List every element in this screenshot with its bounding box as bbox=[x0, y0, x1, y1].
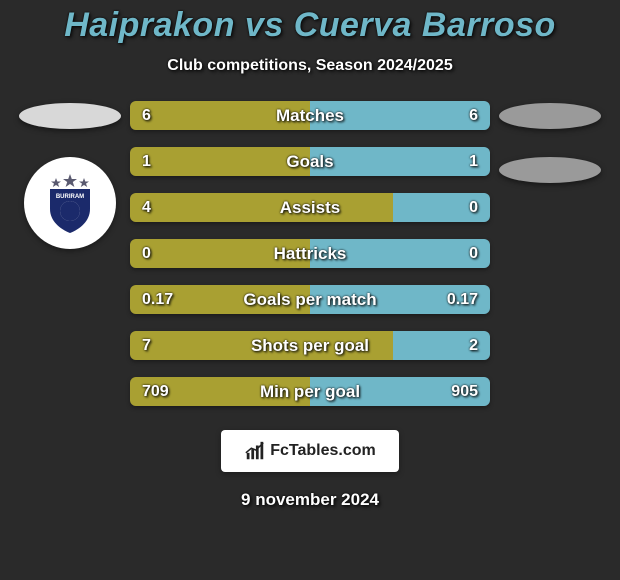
stat-row: Goals per match0.170.17 bbox=[130, 285, 490, 314]
bar-segment-right bbox=[310, 285, 490, 314]
bar-segment-left bbox=[130, 285, 310, 314]
stat-row: Min per goal709905 bbox=[130, 377, 490, 406]
chart-icon bbox=[244, 440, 266, 462]
date-label: 9 november 2024 bbox=[241, 490, 379, 510]
stat-bars: Matches66 Goals11 Assists40 Hattricks00 Goal… bbox=[130, 101, 490, 406]
bar-segment-right bbox=[310, 377, 490, 406]
left-side-column: BURIRAM bbox=[10, 101, 130, 249]
bar-segment-left bbox=[130, 101, 310, 130]
player2-club-silhouette bbox=[499, 157, 601, 183]
player1-silhouette bbox=[19, 103, 121, 129]
bar-segment-right bbox=[310, 101, 490, 130]
stat-row: Assists40 bbox=[130, 193, 490, 222]
main-row: BURIRAM Matches66 Goals11 Assists40 Hattric… bbox=[0, 101, 620, 406]
player1-name: Haiprakon bbox=[64, 6, 235, 44]
bar-segment-left bbox=[130, 147, 310, 176]
bar-segment-left bbox=[130, 193, 393, 222]
player2-silhouette bbox=[499, 103, 601, 129]
bar-segment-right bbox=[310, 147, 490, 176]
player1-club-crest: BURIRAM bbox=[24, 157, 116, 249]
bar-segment-right bbox=[393, 193, 490, 222]
stat-row: Shots per goal72 bbox=[130, 331, 490, 360]
right-side-column bbox=[490, 101, 610, 183]
comparison-card: Haiprakon vs Cuerva Barroso Club competi… bbox=[0, 0, 620, 580]
crest-text: BURIRAM bbox=[56, 194, 84, 200]
vs-separator: vs bbox=[235, 6, 294, 44]
player2-name: Cuerva Barroso bbox=[294, 6, 556, 44]
subtitle: Club competitions, Season 2024/2025 bbox=[167, 57, 452, 75]
stat-row: Goals11 bbox=[130, 147, 490, 176]
bar-segment-right bbox=[393, 331, 490, 360]
bar-segment-left bbox=[130, 331, 393, 360]
watermark-text: FcTables.com bbox=[270, 442, 376, 460]
bar-segment-right bbox=[310, 239, 490, 268]
bar-segment-left bbox=[130, 377, 310, 406]
stat-row: Matches66 bbox=[130, 101, 490, 130]
watermark-badge: FcTables.com bbox=[221, 430, 399, 472]
page-title: Haiprakon vs Cuerva Barroso bbox=[64, 6, 556, 45]
bar-segment-left bbox=[130, 239, 310, 268]
crest-icon: BURIRAM bbox=[38, 171, 102, 235]
stat-row: Hattricks00 bbox=[130, 239, 490, 268]
